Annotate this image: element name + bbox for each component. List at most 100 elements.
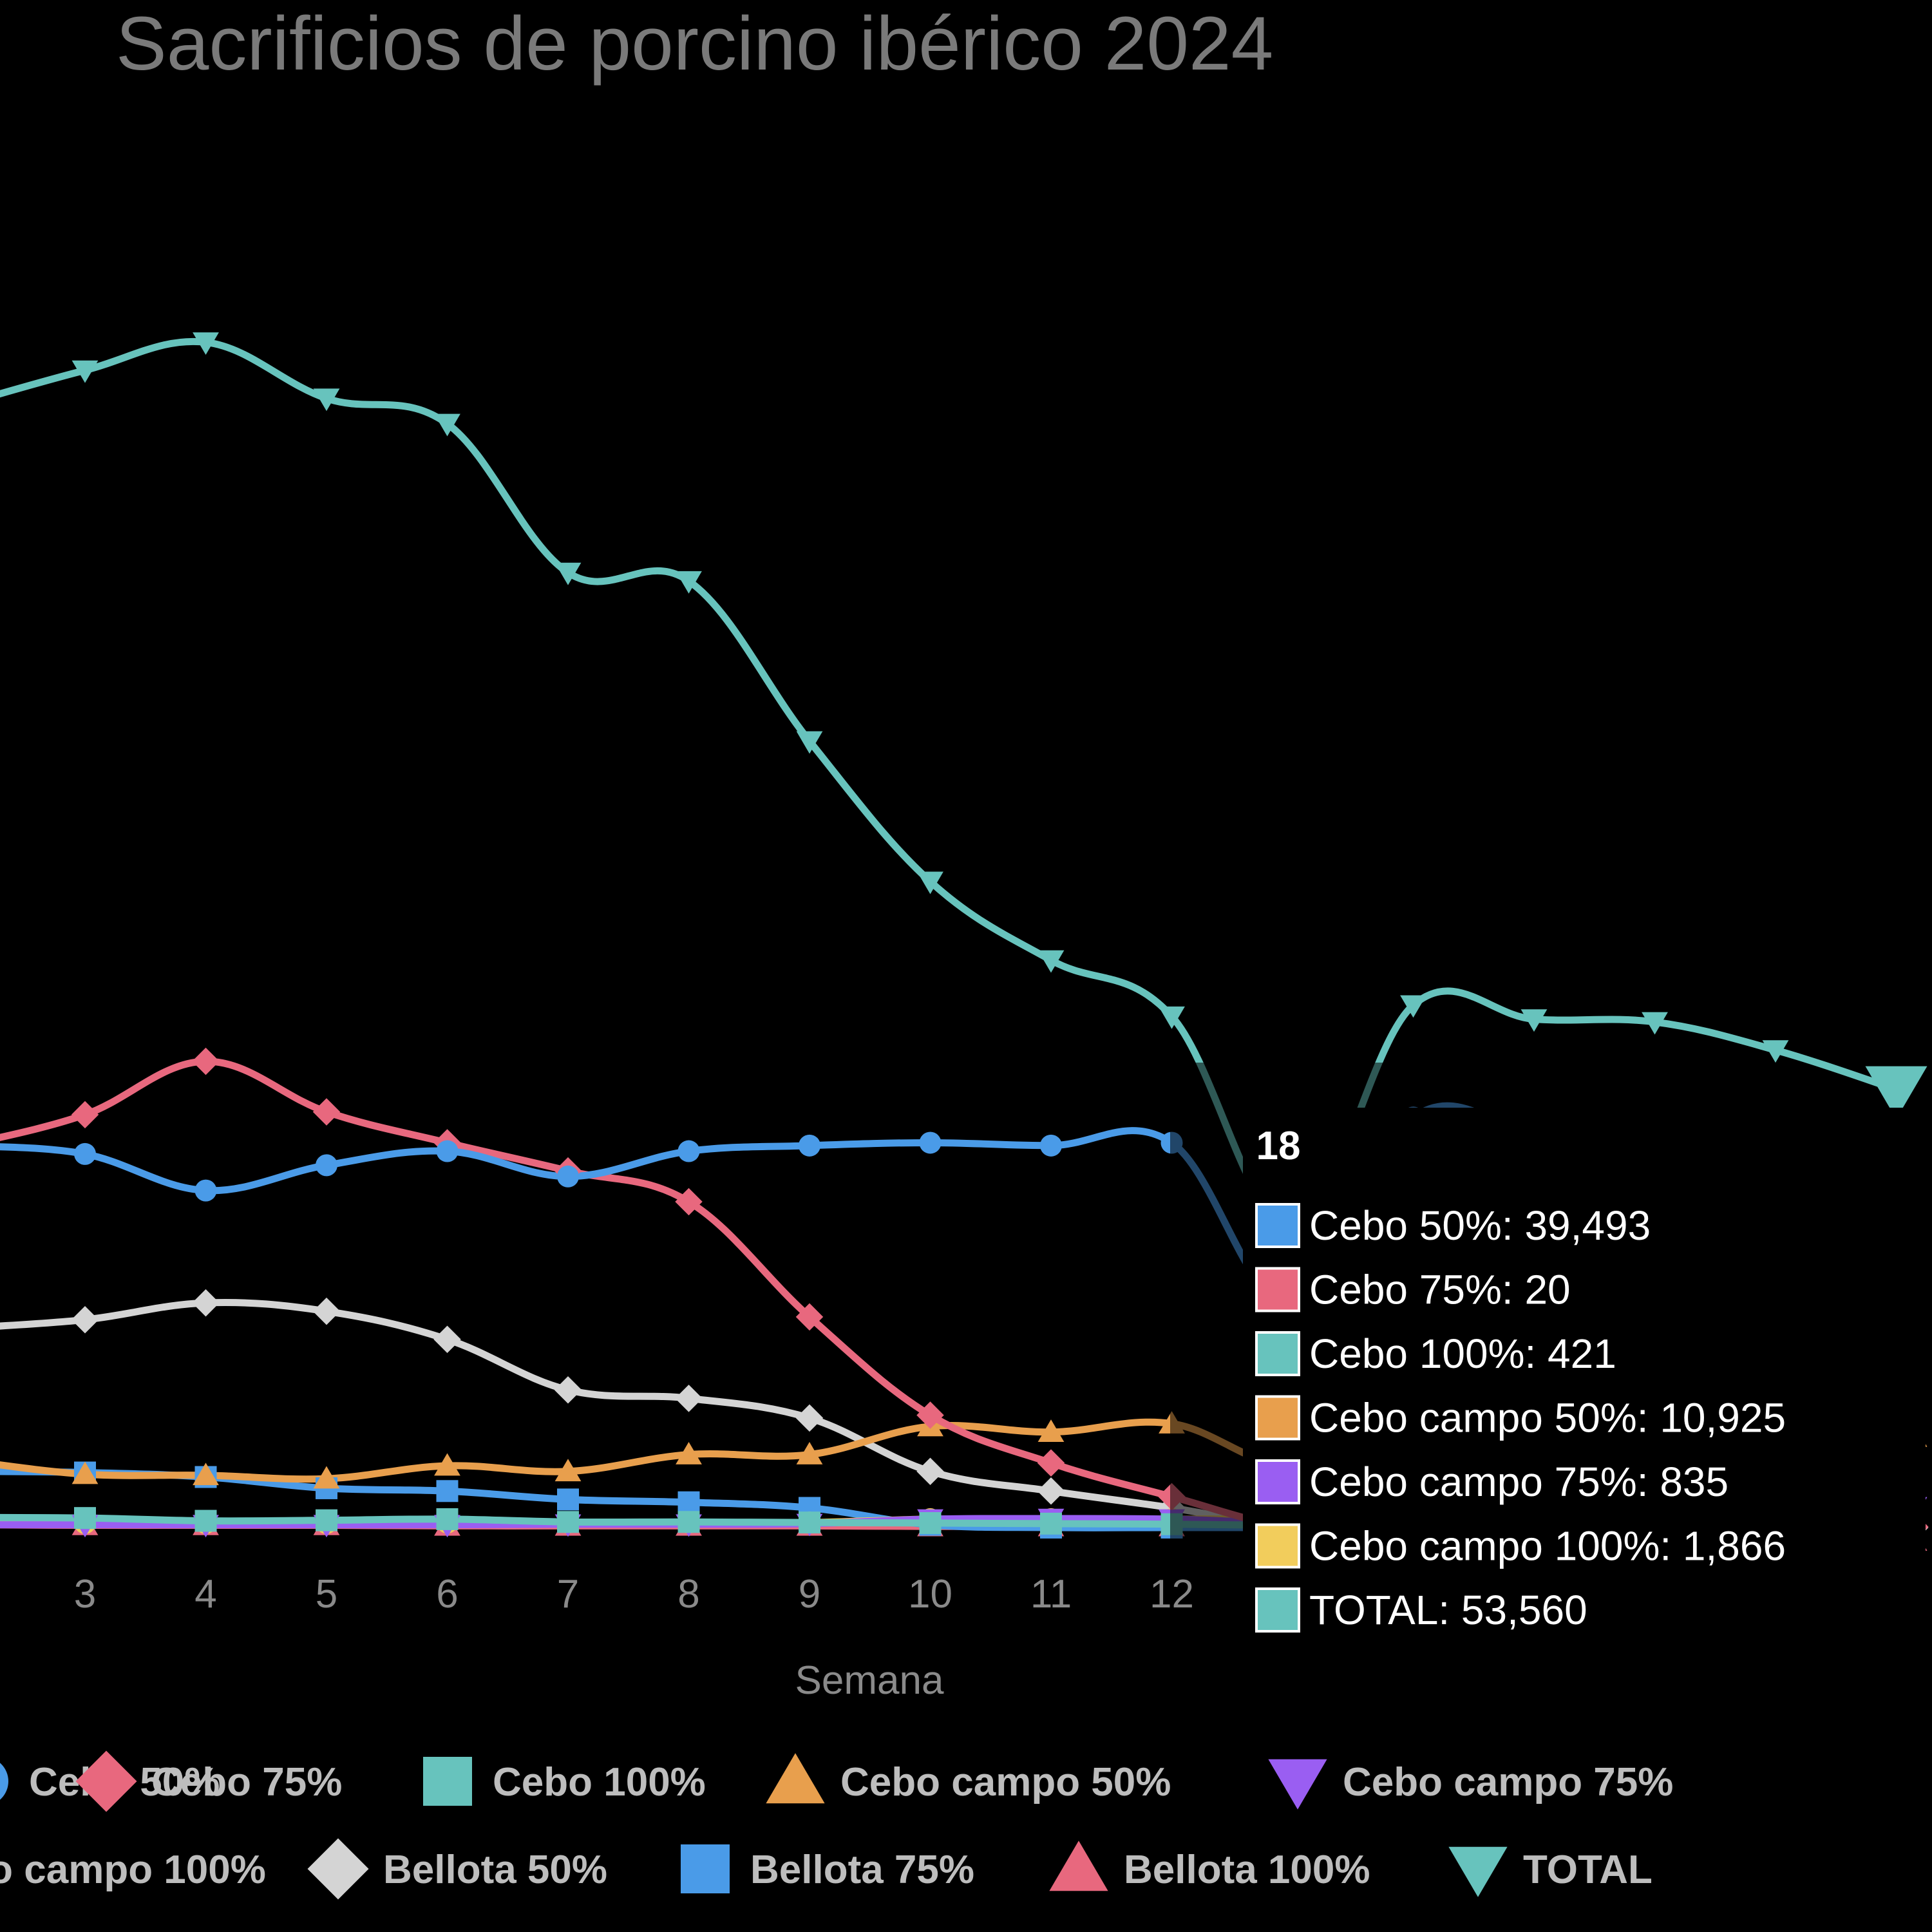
data-point-total-14 xyxy=(1400,995,1426,1018)
data-point-cebo-75-10 xyxy=(916,1401,944,1429)
tooltip-swatch xyxy=(1255,1459,1300,1504)
data-point-cebo-50-11 xyxy=(1040,1134,1062,1157)
data-point-bellota-75-7 xyxy=(557,1488,579,1511)
tooltip-swatch xyxy=(1255,1523,1300,1569)
legend-label: Cebo campo 75% xyxy=(1343,1760,1673,1804)
x-tick-label: 8 xyxy=(677,1572,699,1616)
legend-label: Bellota 50% xyxy=(383,1848,607,1892)
data-point-bellota-75-8 xyxy=(677,1491,700,1513)
data-point-total-16 xyxy=(1642,1012,1668,1035)
tooltip-swatch xyxy=(1255,1331,1300,1376)
x-tick-label: 11 xyxy=(1030,1572,1072,1616)
tooltip-line: Cebo campo 75%: 835 xyxy=(1309,1459,1728,1505)
data-point-cebo-100-9 xyxy=(799,1511,820,1534)
data-point-cebo-campo-50-3 xyxy=(71,1461,99,1484)
legend-label: TOTAL xyxy=(1523,1848,1653,1892)
legend: Cebo 50%Cebo 75%Cebo 100%Cebo campo 50%C… xyxy=(0,1750,1673,1900)
legend-marker-cebo-50 xyxy=(0,1763,8,1800)
legend-marker-bellota-100 xyxy=(1049,1841,1108,1891)
tooltip-line: Cebo campo 100%: 1,866 xyxy=(1309,1523,1786,1569)
legend-item-cebo-75[interactable]: Cebo 75% xyxy=(75,1750,343,1812)
data-point-cebo-campo-50-8 xyxy=(676,1442,702,1464)
tooltip-line: Cebo 100%: 421 xyxy=(1309,1331,1616,1377)
data-point-total-9 xyxy=(796,731,823,754)
x-tick-label: 6 xyxy=(436,1572,458,1616)
data-point-cebo-75-8 xyxy=(675,1188,703,1216)
data-point-cebo-campo-50-4 xyxy=(193,1463,219,1486)
legend-marker-cebo-100 xyxy=(423,1757,472,1806)
data-point-cebo-50-3 xyxy=(74,1142,96,1165)
legend-marker-bellota-50 xyxy=(307,1838,369,1900)
legend-label: Cebo 75% xyxy=(151,1760,342,1804)
data-point-cebo-100-8 xyxy=(677,1511,700,1533)
data-point-cebo-75-11 xyxy=(1037,1449,1065,1477)
legend-marker-cebo-75 xyxy=(75,1750,137,1812)
legend-item-bellota-75[interactable]: Bellota 75% xyxy=(681,1844,974,1893)
data-point-cebo-50-6 xyxy=(436,1140,459,1162)
legend-item-cebo-100[interactable]: Cebo 100% xyxy=(423,1757,706,1806)
legend-item-cebo-campo-75[interactable]: Cebo campo 75% xyxy=(1268,1759,1673,1810)
data-point-cebo-75-4 xyxy=(192,1047,220,1075)
x-tick-label: 5 xyxy=(316,1572,337,1616)
data-point-total-4 xyxy=(193,332,219,355)
x-tick-label: 7 xyxy=(557,1572,579,1616)
legend-marker-bellota-75 xyxy=(681,1844,730,1893)
tooltip-line: TOTAL: 53,560 xyxy=(1309,1587,1587,1633)
data-point-bellota-50-7 xyxy=(554,1376,582,1404)
tooltip-swatch xyxy=(1255,1395,1300,1441)
data-point-cebo-100-10 xyxy=(919,1512,942,1535)
tooltip: 18 Cebo 50%: 39,493 Cebo 75%: 20 Cebo 100%… xyxy=(1243,1108,1926,1636)
tooltip-header: 18 xyxy=(1256,1124,1301,1168)
data-point-cebo-50-7 xyxy=(557,1165,579,1188)
data-point-total-17 xyxy=(1762,1040,1789,1063)
data-point-cebo-campo-50-11 xyxy=(1037,1419,1065,1443)
data-point-bellota-75-6 xyxy=(436,1480,459,1502)
data-point-total-18 xyxy=(1865,1066,1927,1119)
data-point-total-11 xyxy=(1037,950,1065,973)
data-point-cebo-50-10 xyxy=(919,1132,942,1154)
data-point-cebo-75-9 xyxy=(795,1303,824,1331)
data-point-bellota-50-4 xyxy=(192,1289,220,1317)
data-point-cebo-75-3 xyxy=(71,1101,99,1129)
x-axis-title: Semana xyxy=(795,1658,944,1703)
legend-marker-total xyxy=(1448,1846,1508,1897)
tooltip-swatch xyxy=(1255,1203,1300,1248)
data-point-total-12 xyxy=(1159,1006,1185,1029)
legend-item-total[interactable]: TOTAL xyxy=(1448,1846,1653,1897)
x-tick-label: 9 xyxy=(799,1572,820,1616)
tooltip-background xyxy=(1243,1108,1926,1636)
data-point-cebo-campo-50-9 xyxy=(796,1442,823,1464)
data-point-cebo-50-9 xyxy=(799,1134,820,1157)
tooltip-line: Cebo 50%: 39,493 xyxy=(1309,1202,1651,1249)
data-point-bellota-50-9 xyxy=(795,1404,824,1432)
data-point-cebo-100-6 xyxy=(436,1508,459,1530)
data-point-bellota-50-3 xyxy=(71,1305,99,1334)
data-point-total-3 xyxy=(71,360,99,383)
data-point-cebo-100-5 xyxy=(316,1509,337,1531)
x-tick-label: 10 xyxy=(908,1572,952,1616)
legend-label: Cebo 100% xyxy=(493,1760,706,1804)
legend-label: Bellota 75% xyxy=(750,1848,974,1892)
data-point-cebo-50-4 xyxy=(194,1179,217,1202)
legend-item-cebo-campo-100[interactable]: Cebo campo 100% xyxy=(0,1844,266,1893)
data-point-bellota-50-8 xyxy=(675,1385,703,1412)
data-point-cebo-campo-50-6 xyxy=(434,1453,460,1476)
data-point-cebo-campo-50-5 xyxy=(313,1466,340,1489)
legend-item-bellota-100[interactable]: Bellota 100% xyxy=(1049,1841,1370,1892)
legend-item-cebo-campo-50[interactable]: Cebo campo 50% xyxy=(766,1753,1171,1804)
legend-marker-cebo-campo-75 xyxy=(1268,1759,1327,1810)
legend-label: Bellota 100% xyxy=(1124,1848,1370,1892)
legend-item-bellota-50[interactable]: Bellota 50% xyxy=(307,1838,608,1900)
data-point-bellota-50-11 xyxy=(1037,1477,1065,1505)
tooltip-swatch xyxy=(1255,1587,1300,1633)
data-point-total-6 xyxy=(434,413,460,437)
x-tick-label: 12 xyxy=(1150,1572,1194,1616)
data-point-cebo-100-3 xyxy=(74,1507,96,1530)
data-point-total-7 xyxy=(554,562,582,585)
data-point-total-8 xyxy=(676,571,702,594)
tooltip-line: Cebo campo 50%: 10,925 xyxy=(1309,1395,1786,1441)
data-point-cebo-50-8 xyxy=(677,1140,700,1162)
data-point-cebo-campo-50-7 xyxy=(554,1459,582,1482)
data-point-cebo-75-5 xyxy=(312,1098,341,1126)
data-point-total-15 xyxy=(1520,1009,1548,1032)
